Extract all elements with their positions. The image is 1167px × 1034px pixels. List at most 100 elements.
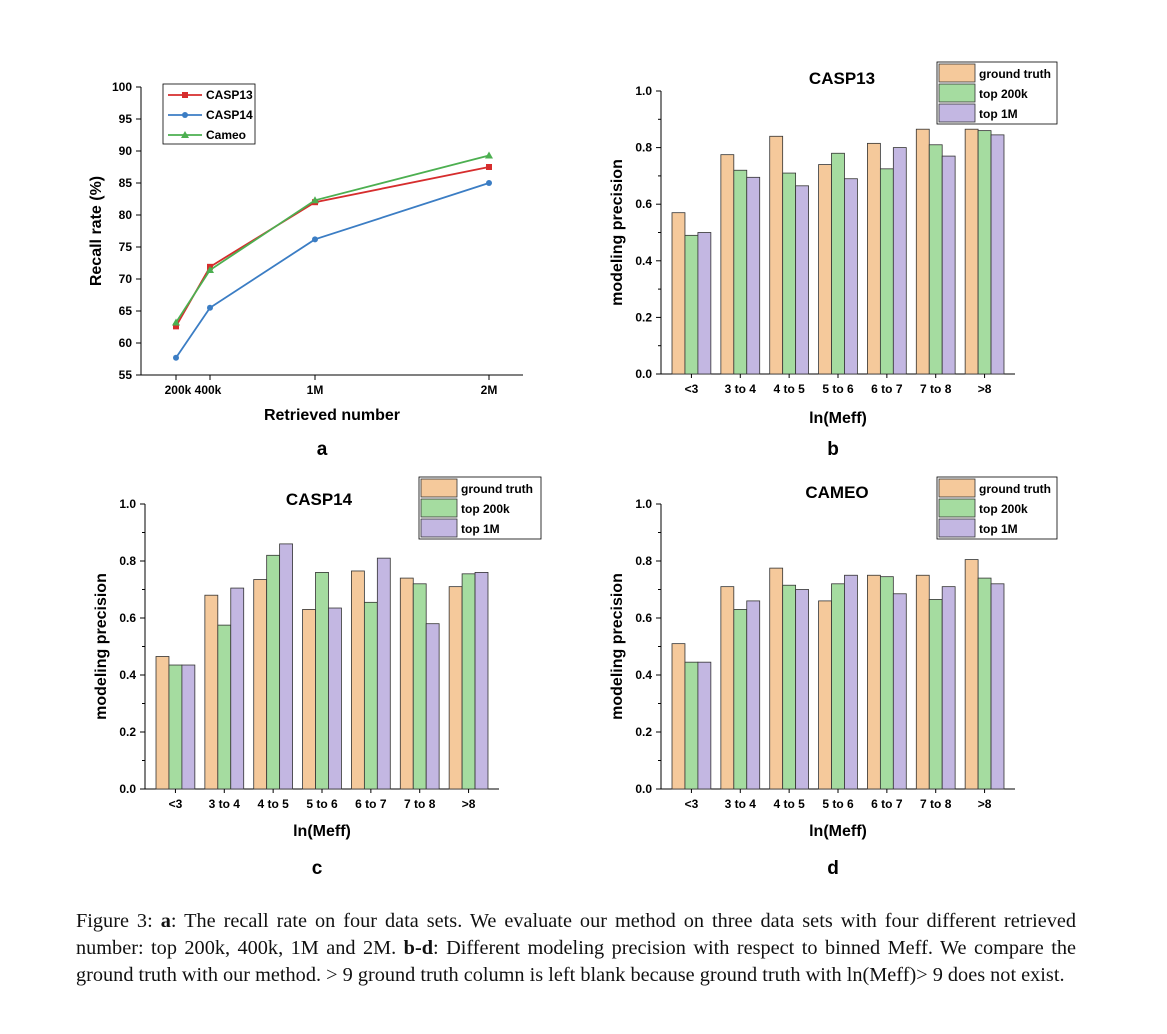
legend-label: Cameo <box>206 128 246 142</box>
y-tick-label: 60 <box>119 336 133 350</box>
bar-ground-truth <box>448 586 463 790</box>
y-tick-label: 1.0 <box>635 497 652 511</box>
series-line-casp13 <box>175 166 490 327</box>
caption-a-text: : The recall rate on four data sets. We … <box>76 910 1076 959</box>
bar-ground-truth <box>253 579 268 790</box>
bar-top-1m <box>844 574 858 790</box>
bar-top-1m <box>892 593 907 790</box>
x-axis-label: ln(Meff) <box>809 823 867 840</box>
x-tick-label: 3 to 4 <box>725 797 757 811</box>
legend-box <box>162 83 256 145</box>
legend-label: top 200k <box>979 502 1028 516</box>
x-tick-label: 6 to 7 <box>871 797 903 811</box>
bar-top-1m <box>230 587 245 790</box>
y-tick-label: 0.8 <box>635 141 652 155</box>
panel-d-cameo-chart: 0.0 0.2 0.4 0.6 0.8 1.0 <3 3 to 4 4 to 5 5 to 6 6 … <box>609 476 1058 879</box>
bar-top-200k <box>879 576 894 790</box>
legend-label: ground truth <box>979 67 1051 81</box>
bar-ground-truth <box>720 586 735 790</box>
bar-top-200k <box>782 172 797 375</box>
bar-top-1m <box>697 661 712 790</box>
legend-label: top 1M <box>461 522 500 536</box>
chart-title: CAMEO <box>805 483 868 502</box>
data-point-cameo <box>172 318 180 326</box>
data-point-casp13 <box>486 164 492 170</box>
figure-3: 55 60 65 70 75 80 85 90 95 100 200k 400k 1M 2M Retrie… <box>88 61 1058 879</box>
chart-title: CASP13 <box>809 69 875 88</box>
bar-ground-truth <box>964 559 979 790</box>
x-tick-label: 7 to 8 <box>404 797 436 811</box>
legend-label: CASP14 <box>206 108 253 122</box>
x-tick-label: 4 to 5 <box>773 797 805 811</box>
bar-ground-truth <box>769 567 784 790</box>
x-tick-label: <3 <box>685 382 699 396</box>
y-tick-label: 85 <box>119 176 133 190</box>
y-tick-label: 0.6 <box>635 197 652 211</box>
bar-ground-truth <box>915 574 930 790</box>
x-tick-label: 200k 400k <box>165 383 222 397</box>
bar-top-200k <box>266 554 281 790</box>
x-tick-label: 5 to 6 <box>822 382 854 396</box>
y-tick-label: 1.0 <box>635 84 652 98</box>
panel-a-recall-chart: 55 60 65 70 75 80 85 90 95 100 200k 400k 1M 2M Retrie… <box>88 80 523 460</box>
legend-label: ground truth <box>979 482 1051 496</box>
bar-ground-truth <box>155 656 170 790</box>
y-tick-label: 0.6 <box>635 611 652 625</box>
legend-swatch <box>938 103 976 123</box>
bar-ground-truth <box>818 164 832 375</box>
bar-top-200k <box>928 144 943 375</box>
bar-top-1m <box>746 600 761 790</box>
data-point-casp14 <box>486 180 492 186</box>
x-tick-label: 5 to 6 <box>822 797 854 811</box>
bar-top-1m <box>941 586 956 790</box>
figure-caption: Figure 3: a: The recall rate on four dat… <box>76 908 1076 989</box>
y-tick-label: 95 <box>119 112 133 126</box>
panel-letter: d <box>827 858 839 879</box>
y-tick-label: 0.2 <box>635 310 652 324</box>
y-axis-label: modeling precision <box>609 159 626 306</box>
y-tick-label: 70 <box>119 272 133 286</box>
series-line-casp14 <box>175 182 490 359</box>
panel-letter: c <box>312 858 323 879</box>
legend-swatch <box>938 498 976 518</box>
bar-top-200k <box>879 168 894 375</box>
legend-label: top 1M <box>979 107 1018 121</box>
bar-top-200k <box>461 573 476 790</box>
y-tick-label: 80 <box>119 208 133 222</box>
panel-b-casp13-chart: 0.0 0.2 0.4 0.6 0.8 1.0 <3 3 to 4 4 to 5 5 to 6 6 … <box>609 61 1058 460</box>
x-tick-label: 5 to 6 <box>306 797 338 811</box>
x-tick-label: 4 to 5 <box>773 382 805 396</box>
x-axis-label: Retrieved number <box>264 407 400 424</box>
bar-top-200k <box>928 599 943 790</box>
chart-title: CASP14 <box>286 490 353 509</box>
bar-top-1m <box>181 664 196 790</box>
legend-label: top 1M <box>979 522 1018 536</box>
bar-top-200k <box>684 234 699 375</box>
data-point-cameo <box>206 266 214 274</box>
legend-swatch <box>938 518 976 538</box>
bar-top-200k <box>977 130 992 375</box>
bar-top-1m <box>795 185 809 375</box>
x-tick-label: <3 <box>685 797 699 811</box>
bar-ground-truth <box>867 142 881 375</box>
x-tick-label: 1M <box>307 383 324 397</box>
x-tick-label: 3 to 4 <box>725 382 757 396</box>
bar-top-1m <box>746 176 761 375</box>
bar-top-200k <box>831 583 845 790</box>
legend-label: top 200k <box>979 87 1028 101</box>
y-tick-label: 0.0 <box>635 367 652 381</box>
x-tick-label: <3 <box>169 797 183 811</box>
x-tick-label: 3 to 4 <box>209 797 241 811</box>
x-tick-label: >8 <box>462 797 476 811</box>
bar-top-200k <box>684 661 699 790</box>
y-tick-label: 1.0 <box>119 497 136 511</box>
legend-marker <box>181 131 189 138</box>
y-tick-label: 0.2 <box>635 725 652 739</box>
bar-ground-truth <box>351 570 365 790</box>
bar-ground-truth <box>769 135 784 375</box>
x-tick-label: 7 to 8 <box>920 382 952 396</box>
y-tick-label: 55 <box>119 368 133 382</box>
x-axis-label: ln(Meff) <box>293 823 351 840</box>
caption-label: Figure 3: <box>76 910 153 932</box>
caption-bd-bold: b-d <box>403 937 433 959</box>
